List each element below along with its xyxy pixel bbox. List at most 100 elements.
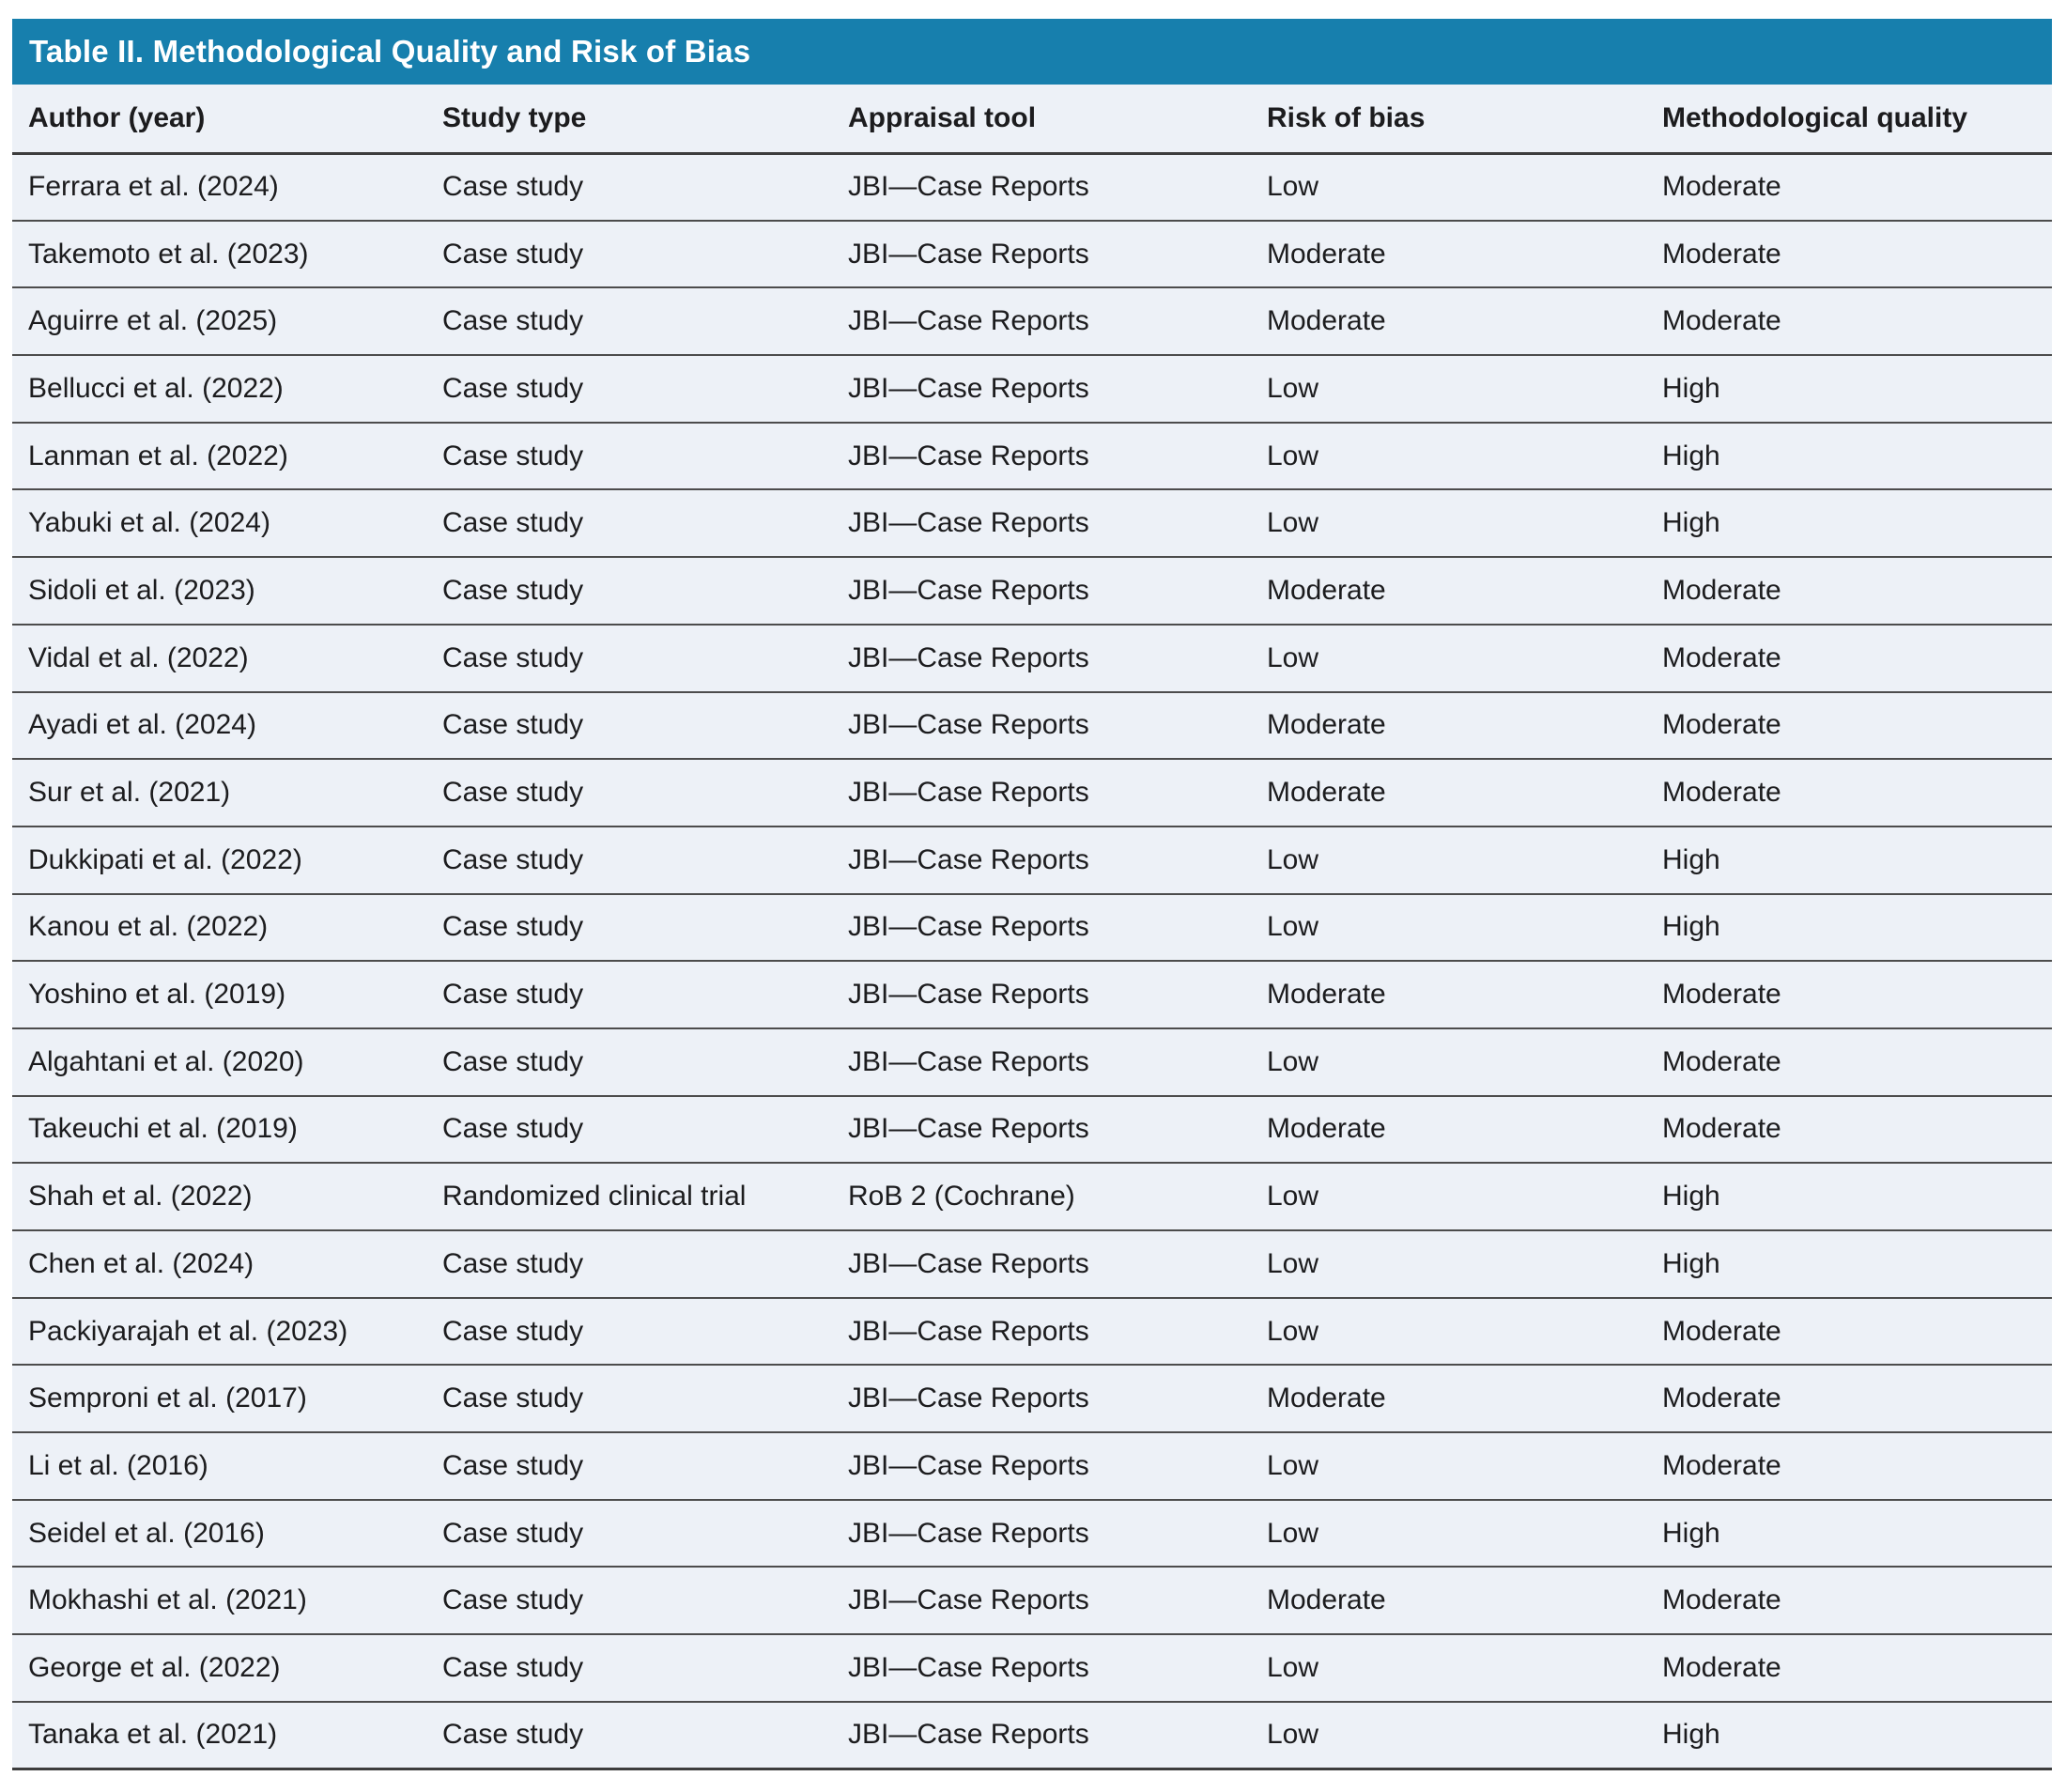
cell-methodological-quality: Moderate [1662, 171, 1781, 203]
cell-methodological-quality: High [1646, 1700, 2052, 1770]
cell-risk-of-bias: Low [1251, 623, 1646, 692]
cell-appraisal-tool: JBI—Case Reports [832, 354, 1251, 423]
cell-study-type: Case study [426, 758, 832, 826]
table-row: Vidal et al. (2022) Case study JBI—Case … [12, 623, 2052, 692]
cell-appraisal-tool: JBI—Case Reports [832, 825, 1251, 894]
col-header-author: Author (year) [12, 85, 426, 155]
table-row: Aguirre et al. (2025) Case study JBI—Cas… [12, 286, 2052, 356]
col-header-methodological-quality: Methodological quality [1646, 85, 2052, 155]
cell-methodological-quality: Moderate [1646, 286, 2052, 356]
table-row: Packiyarajah et al. (2023) Case study JB… [12, 1296, 2052, 1366]
table-row: Mokhashi et al. (2021) Case study JBI—Ca… [12, 1566, 2052, 1635]
table-row: Takeuchi et al. (2019) Case study JBI—Ca… [12, 1094, 2052, 1164]
cell-appraisal-tool: JBI—Case Reports [832, 488, 1251, 558]
cell-author: Packiyarajah et al. (2023) [12, 1296, 426, 1366]
cell-risk-of-bias: Moderate [1251, 1094, 1646, 1164]
cell-appraisal-tool: JBI—Case Reports [832, 1431, 1251, 1500]
cell-risk-of-bias: Low [1251, 1162, 1646, 1230]
cell-author: Seidel et al. (2016) [12, 1498, 426, 1568]
table-row: Semproni et al. (2017) Case study JBI—Ca… [12, 1364, 2052, 1433]
table-row: Yabuki et al. (2024) Case study JBI—Case… [12, 488, 2052, 558]
table-body: Ferrara et al. (2024) Case study JBI—Cas… [12, 153, 2052, 1770]
table-row: Shah et al. (2022) Randomized clinical t… [12, 1162, 2052, 1230]
cell-methodological-quality: Moderate [1646, 1094, 2052, 1164]
table-row: Bellucci et al. (2022) Case study JBI—Ca… [12, 354, 2052, 423]
cell-appraisal-tool: JBI—Case Reports [832, 758, 1251, 826]
cell-methodological-quality: Moderate [1646, 758, 2052, 826]
cell-methodological-quality: Moderate [1646, 219, 2052, 288]
cell-appraisal-tool: JBI—Case Reports [832, 1498, 1251, 1568]
col-header-study-type: Study type [426, 85, 832, 155]
table-row: Takemoto et al. (2023) Case study JBI—Ca… [12, 219, 2052, 288]
cell-author: Aguirre et al. (2025) [12, 286, 426, 356]
cell-author: Takemoto et al. (2023) [12, 219, 426, 288]
cell-methodological-quality: Moderate [1646, 1364, 2052, 1433]
cell-author: Vidal et al. (2022) [12, 623, 426, 692]
cell-author: Yoshino et al. (2019) [12, 960, 426, 1028]
table-row: Ayadi et al. (2024) Case study JBI—Case … [12, 690, 2052, 760]
cell-risk-of-bias: Low [1251, 1027, 1646, 1096]
table-row: Chen et al. (2024) Case study JBI—Case R… [12, 1229, 2052, 1298]
cell-study-type: Randomized clinical trial [426, 1162, 832, 1230]
table-row: Tanaka et al. (2021) Case study JBI—Case… [12, 1700, 2052, 1770]
cell-appraisal-tool: JBI—Case Reports [832, 892, 1251, 962]
cell-methodological-quality: High [1646, 1498, 2052, 1568]
cell-author: Yabuki et al. (2024) [12, 488, 426, 558]
cell-risk-of-bias: Low [1251, 1296, 1646, 1366]
cell-author: Tanaka et al. (2021) [12, 1700, 426, 1770]
cell-risk-of-bias: Moderate [1251, 758, 1646, 826]
cell-risk-of-bias: Low [1267, 171, 1319, 203]
cell-study-type: Case study [426, 1431, 832, 1500]
cell-study-type: Case study [426, 1364, 832, 1433]
cell-risk-of-bias: Moderate [1251, 690, 1646, 760]
cell-study-type: Case study [426, 1027, 832, 1096]
cell-appraisal-tool: JBI—Case Reports [832, 421, 1251, 490]
cell-study-type: Case study [426, 1094, 832, 1164]
cell-risk-of-bias: Low [1251, 1498, 1646, 1568]
table-row: Yoshino et al. (2019) Case study JBI—Cas… [12, 960, 2052, 1028]
cell-methodological-quality: Moderate [1646, 1431, 2052, 1500]
table-row: Li et al. (2016) Case study JBI—Case Rep… [12, 1431, 2052, 1500]
cell-risk-of-bias: Moderate [1251, 286, 1646, 356]
cell-methodological-quality: Moderate [1646, 960, 2052, 1028]
cell-author: Bellucci et al. (2022) [12, 354, 426, 423]
cell-study-type: Case study [426, 960, 832, 1028]
cell-study-type: Case study [426, 1700, 832, 1770]
cell-appraisal-tool: JBI—Case Reports [832, 1296, 1251, 1366]
cell-author: Algahtani et al. (2020) [12, 1027, 426, 1096]
table-title: Table II. Methodological Quality and Ris… [29, 34, 751, 69]
data-table: Author (year) Study type Appraisal tool … [12, 85, 2052, 1770]
cell-methodological-quality: Moderate [1646, 1566, 2052, 1635]
cell-study-type: Case study [426, 556, 832, 625]
table-row: Dukkipati et al. (2022) Case study JBI—C… [12, 825, 2052, 894]
cell-author: Sur et al. (2021) [12, 758, 426, 826]
cell-study-type: Case study [426, 825, 832, 894]
cell-methodological-quality: Moderate [1646, 556, 2052, 625]
cell-methodological-quality: High [1646, 892, 2052, 962]
cell-study-type: Case study [426, 488, 832, 558]
cell-appraisal-tool: JBI—Case Reports [832, 960, 1251, 1028]
cell-author: George et al. (2022) [12, 1633, 426, 1702]
cell-risk-of-bias: Low [1251, 1633, 1646, 1702]
cell-author: Takeuchi et al. (2019) [12, 1094, 426, 1164]
cell-methodological-quality: High [1646, 354, 2052, 423]
cell-methodological-quality: High [1646, 1162, 2052, 1230]
cell-appraisal-tool: JBI—Case Reports [832, 1094, 1251, 1164]
cell-risk-of-bias: Low [1251, 354, 1646, 423]
table-row: Seidel et al. (2016) Case study JBI—Case… [12, 1498, 2052, 1568]
cell-author: Shah et al. (2022) [12, 1162, 426, 1230]
table-row: Lanman et al. (2022) Case study JBI—Case… [12, 421, 2052, 490]
cell-appraisal-tool: JBI—Case Reports [832, 556, 1251, 625]
cell-author: Ayadi et al. (2024) [12, 690, 426, 760]
cell-methodological-quality: Moderate [1646, 690, 2052, 760]
cell-risk-of-bias: Low [1251, 1431, 1646, 1500]
cell-appraisal-tool: JBI—Case Reports [832, 1700, 1251, 1770]
cell-appraisal-tool: JBI—Case Reports [832, 1633, 1251, 1702]
cell-study-type: Case study [426, 1296, 832, 1366]
cell-risk-of-bias: Low [1251, 421, 1646, 490]
cell-risk-of-bias: Low [1251, 825, 1646, 894]
cell-author: Dukkipati et al. (2022) [12, 825, 426, 894]
cell-study-type: Case study [426, 1229, 832, 1298]
table-row: Ferrara et al. (2024) Case study JBI—Cas… [12, 153, 2052, 221]
cell-appraisal-tool: JBI—Case Reports [832, 286, 1251, 356]
